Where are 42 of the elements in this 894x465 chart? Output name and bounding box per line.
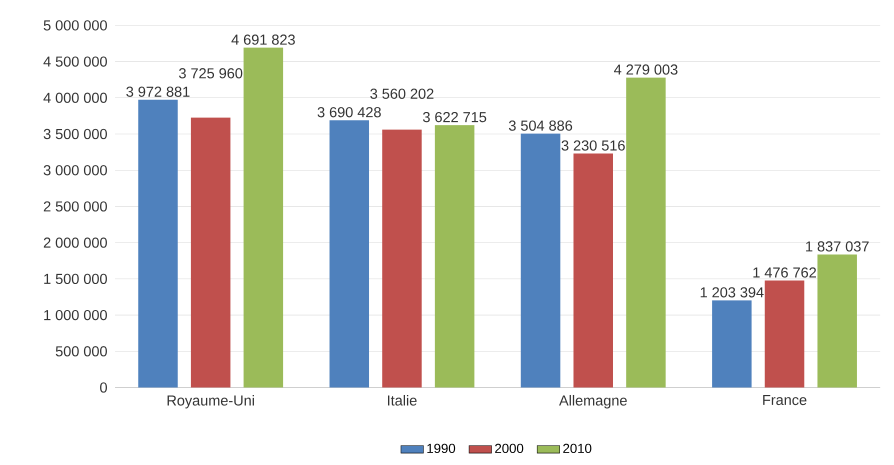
x-tick-label: France bbox=[763, 394, 806, 405]
y-tick-label: 3 000 000 bbox=[44, 165, 107, 176]
data-label: 1 837 037 bbox=[806, 241, 869, 252]
bar bbox=[520, 134, 560, 388]
bar bbox=[817, 254, 857, 388]
x-tick-label: Royaume-Uni bbox=[168, 394, 254, 408]
data-label: 4 279 003 bbox=[614, 64, 678, 75]
legend-label: 1990 bbox=[427, 444, 456, 453]
data-label: 3 690 428 bbox=[318, 106, 381, 118]
bar bbox=[190, 118, 230, 388]
data-label: 3 622 715 bbox=[422, 112, 486, 122]
bar bbox=[382, 130, 422, 388]
bar bbox=[244, 48, 284, 388]
y-tick-label: 2 000 000 bbox=[44, 237, 107, 248]
y-tick-label: 1 000 000 bbox=[44, 310, 107, 320]
data-label: 3 725 960 bbox=[179, 68, 242, 78]
y-tick-label: 4 000 000 bbox=[43, 92, 107, 103]
data-label: 3 504 886 bbox=[508, 120, 572, 131]
y-tick-label: 0 bbox=[100, 382, 107, 393]
y-tick-label: 1 500 000 bbox=[44, 274, 107, 284]
bar bbox=[434, 125, 474, 388]
bar bbox=[573, 153, 613, 388]
y-tick-label: 3 500 000 bbox=[44, 128, 107, 140]
legend-label: 2000 bbox=[495, 444, 524, 453]
y-tick-label: 4 500 000 bbox=[43, 56, 107, 67]
data-label: 1 203 394 bbox=[700, 287, 764, 298]
bar bbox=[138, 100, 178, 388]
data-label: 3 560 202 bbox=[370, 88, 434, 99]
x-tick-label: Italie bbox=[388, 394, 417, 406]
bar bbox=[764, 280, 804, 388]
bar bbox=[626, 77, 666, 388]
data-label: 3 230 516 bbox=[562, 140, 625, 151]
x-tick-label: Allemagne bbox=[559, 394, 627, 408]
y-tick-label: 500 000 bbox=[56, 346, 107, 356]
bar bbox=[330, 120, 370, 388]
bar bbox=[712, 300, 752, 388]
data-label: 4 691 823 bbox=[231, 34, 295, 45]
data-label: 1 476 762 bbox=[753, 267, 816, 278]
data-label: 3 972 881 bbox=[126, 86, 190, 97]
y-tick-label: 2 500 000 bbox=[44, 201, 107, 212]
y-tick-label: 5 000 000 bbox=[44, 20, 107, 30]
legend-label: 2010 bbox=[563, 444, 592, 453]
